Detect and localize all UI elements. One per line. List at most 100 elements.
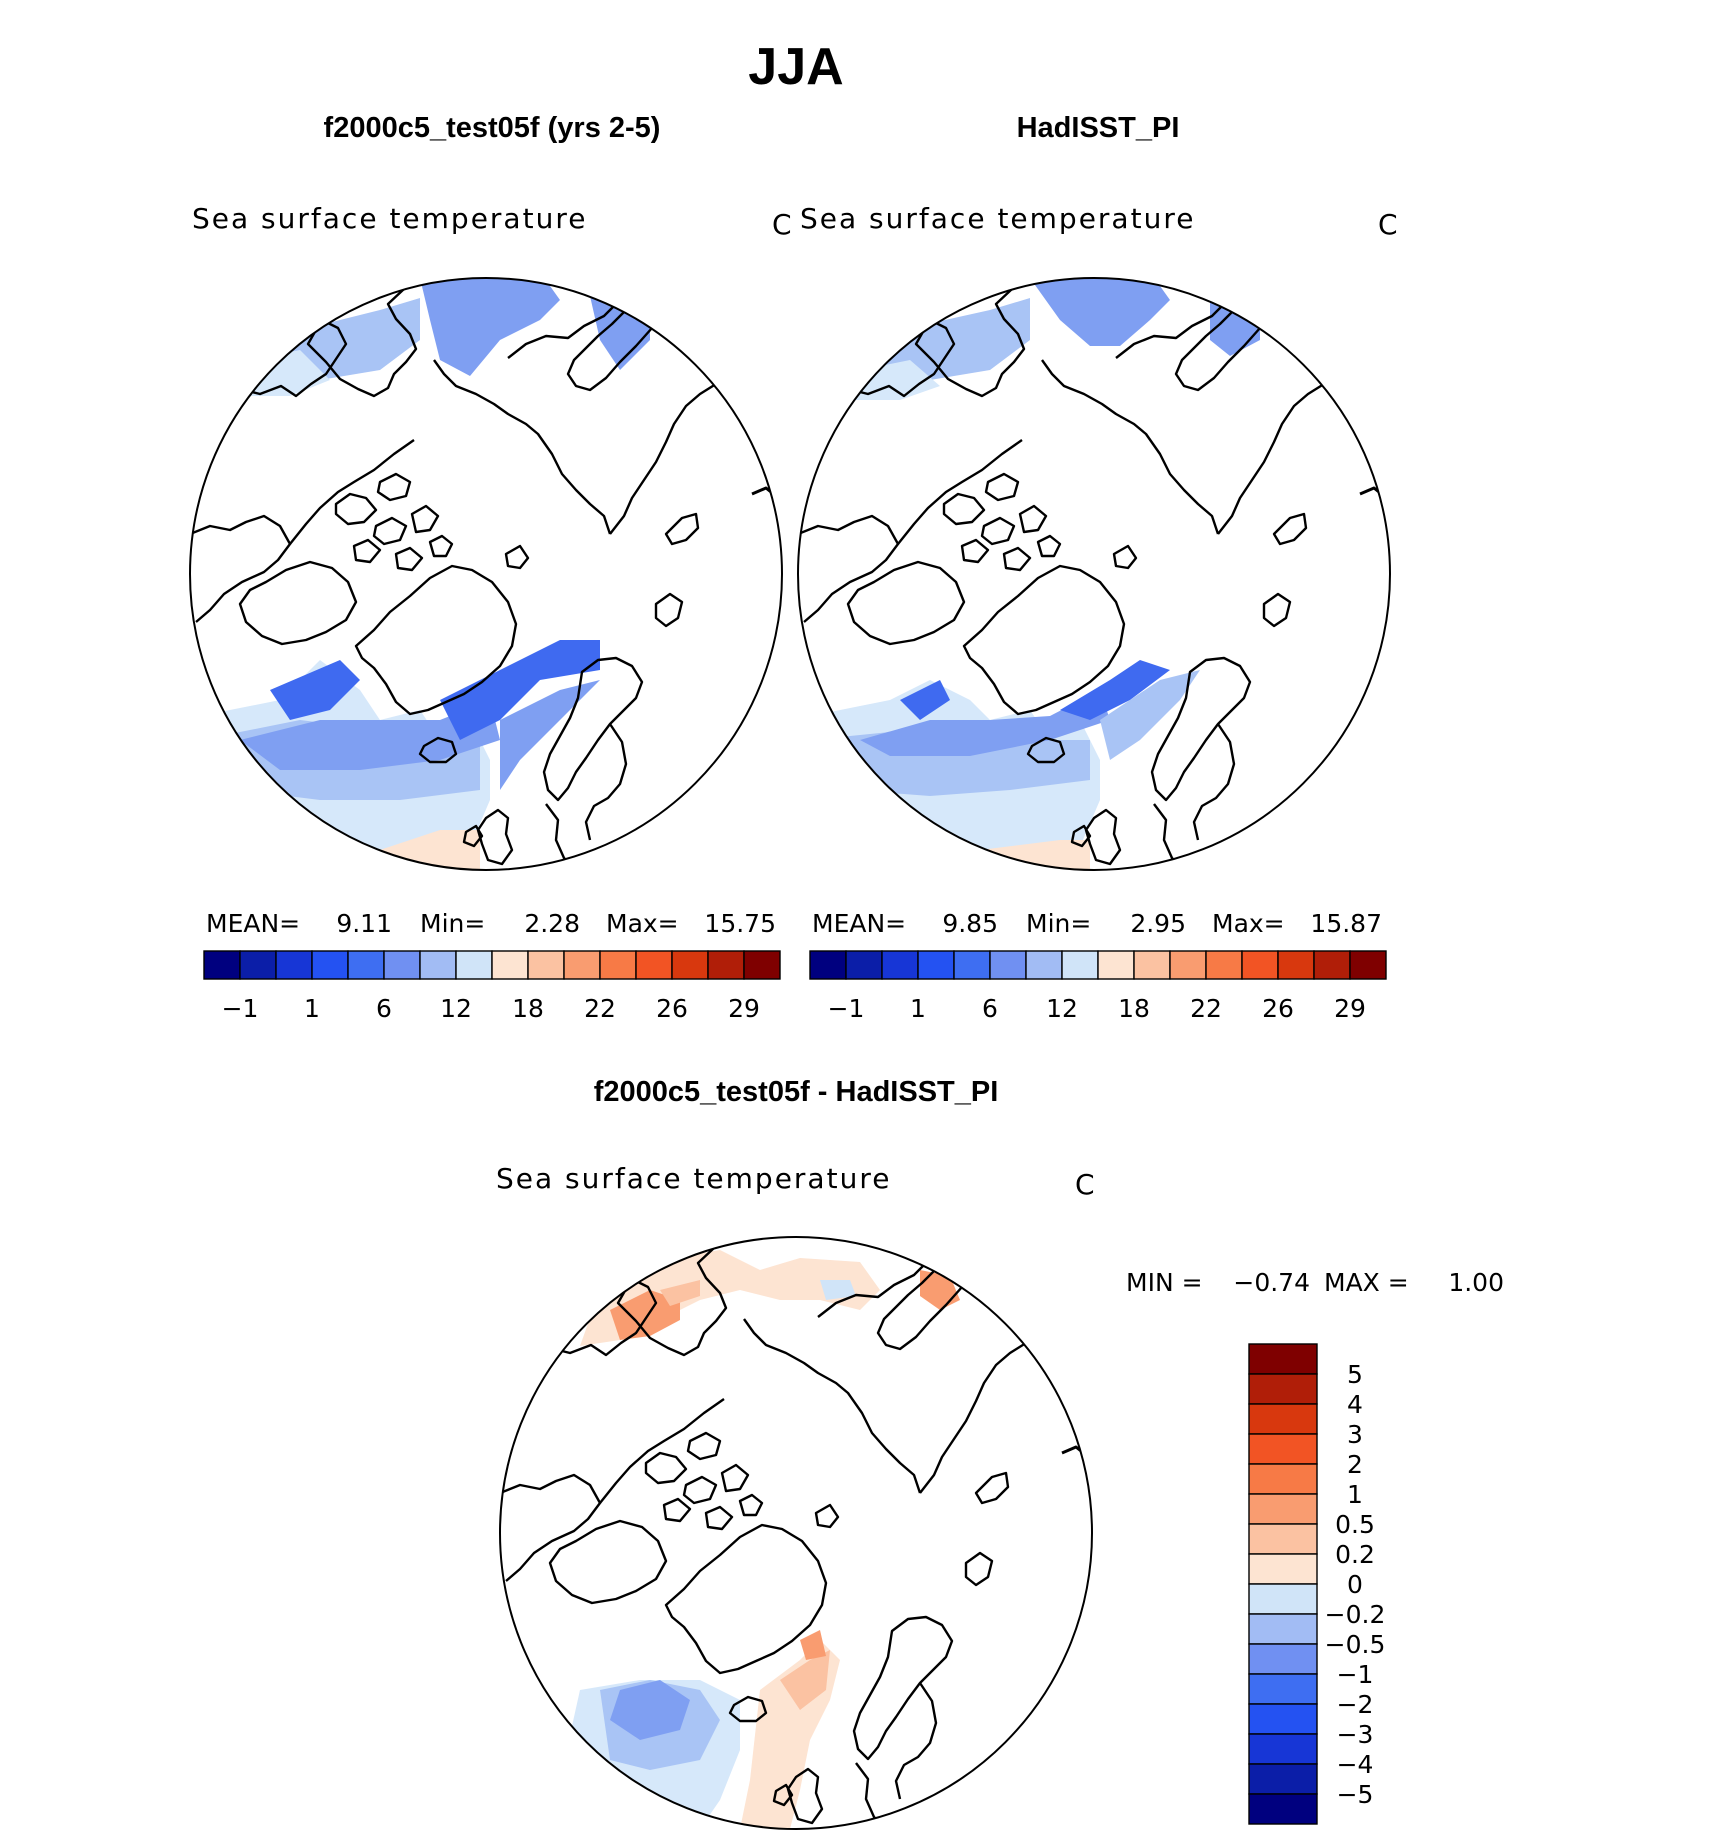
colorbar-swatch — [383, 950, 421, 980]
colorbar-swatch — [419, 950, 457, 980]
colorbar-swatch — [1205, 950, 1243, 980]
colorbar-swatch — [311, 950, 349, 980]
svg-text:1.00: 1.00 — [1448, 1268, 1504, 1297]
colorbar-swatch — [1248, 1643, 1318, 1675]
colorbar-swatch — [1248, 1703, 1318, 1735]
svg-text:9.85: 9.85 — [942, 909, 998, 938]
colorbar-swatch — [599, 950, 637, 980]
colorbar-swatch — [845, 950, 883, 980]
svg-text:−0.74: −0.74 — [1233, 1268, 1310, 1297]
colorbar-swatch — [347, 950, 385, 980]
colorbar-model — [203, 950, 781, 980]
colorbar-tick-label: −0.5 — [1325, 1630, 1386, 1659]
colorbar-swatch — [809, 950, 847, 980]
panel-title-model: f2000c5_test05f (yrs 2-5) — [324, 112, 661, 144]
colorbar-tick-label: 0 — [1347, 1570, 1363, 1599]
colorbar-swatch — [275, 950, 313, 980]
colorbar-swatch — [1248, 1343, 1318, 1375]
colorbar-swatch — [1248, 1793, 1318, 1825]
colorbar-swatch — [1313, 950, 1351, 980]
svg-text:15.75: 15.75 — [704, 909, 776, 938]
colorbar-tick-label: 22 — [1190, 994, 1222, 1023]
colorbar-tick-label: 12 — [1046, 994, 1078, 1023]
svg-text:2.28: 2.28 — [524, 909, 580, 938]
colorbar-tick-label: 22 — [584, 994, 616, 1023]
polar-map-observed — [798, 278, 1390, 870]
colorbar-swatch — [1248, 1583, 1318, 1615]
units-label-observed: C — [1378, 208, 1398, 241]
colorbar-tick-label: 0.2 — [1335, 1540, 1375, 1569]
colorbar-ticks-observed: −1 1 6 12 18 22 26 29 — [828, 994, 1366, 1023]
colorbar-tick-label: −5 — [1337, 1780, 1374, 1809]
colorbar-tick-label: −1 — [222, 994, 259, 1023]
colorbar-swatch — [1241, 950, 1279, 980]
colorbar-tick-label: 6 — [376, 994, 392, 1023]
colorbar-tick-label: 3 — [1347, 1420, 1363, 1449]
colorbar-tick-label: 1 — [910, 994, 926, 1023]
colorbar-swatch — [1097, 950, 1135, 980]
colorbar-tick-label: −3 — [1337, 1720, 1374, 1749]
svg-text:Max=: Max= — [606, 909, 679, 938]
colorbar-swatch — [1248, 1463, 1318, 1495]
colorbar-tick-label: 26 — [656, 994, 688, 1023]
svg-text:MEAN=: MEAN= — [812, 909, 906, 938]
colorbar-swatch — [1248, 1403, 1318, 1435]
colorbar-tick-label: 4 — [1347, 1390, 1363, 1419]
colorbar-swatch — [953, 950, 991, 980]
colorbar-swatch — [707, 950, 745, 980]
colorbar-swatch — [1248, 1373, 1318, 1405]
colorbar-tick-label: 5 — [1347, 1360, 1363, 1389]
panel-difference: f2000c5_test05f - HadISST_PI Sea surface… — [496, 1076, 1504, 1830]
colorbar-swatch — [1025, 950, 1063, 980]
svg-text:Max=: Max= — [1212, 909, 1285, 938]
colorbar-swatch — [671, 950, 709, 980]
colorbar-tick-label: 2 — [1347, 1450, 1363, 1479]
colorbar-swatch — [527, 950, 565, 980]
colorbar-observed — [809, 950, 1387, 980]
colorbar-swatch — [743, 950, 781, 980]
colorbar-swatch — [881, 950, 919, 980]
figure-title: JJA — [748, 38, 843, 96]
colorbar-tick-label: 12 — [440, 994, 472, 1023]
colorbar-swatch — [1277, 950, 1315, 980]
colorbar-swatch — [1248, 1433, 1318, 1465]
colorbar-tick-label: −4 — [1337, 1750, 1374, 1779]
colorbar-difference — [1248, 1343, 1318, 1825]
colorbar-swatch — [635, 950, 673, 980]
colorbar-tick-label: 18 — [512, 994, 544, 1023]
colorbar-swatch — [1248, 1733, 1318, 1765]
colorbar-tick-label: 26 — [1262, 994, 1294, 1023]
units-label-difference: C — [1075, 1168, 1095, 1201]
colorbar-swatch — [1248, 1553, 1318, 1585]
colorbar-tick-label: −1 — [828, 994, 865, 1023]
colorbar-swatch — [989, 950, 1027, 980]
svg-text:Min=: Min= — [1026, 909, 1091, 938]
panel-title-difference: f2000c5_test05f - HadISST_PI — [594, 1076, 999, 1108]
svg-text:MIN =: MIN = — [1126, 1268, 1203, 1297]
panel-observed: HadISST_PI Sea surface temperature C MEA… — [797, 112, 1398, 1023]
variable-label-difference: Sea surface temperature — [496, 1162, 891, 1195]
colorbar-swatch — [1248, 1493, 1318, 1525]
colorbar-swatch — [1248, 1673, 1318, 1705]
colorbar-swatch — [239, 950, 277, 980]
colorbar-tick-label: 1 — [304, 994, 320, 1023]
map-boundary-model — [189, 277, 783, 871]
colorbar-tick-label: 6 — [982, 994, 998, 1023]
colorbar-swatch — [1169, 950, 1207, 980]
colorbar-tick-label: 0.5 — [1335, 1510, 1375, 1539]
colorbar-swatch — [1248, 1763, 1318, 1795]
svg-text:Min=: Min= — [420, 909, 485, 938]
colorbar-tick-label: 29 — [1334, 994, 1366, 1023]
stats-observed: MEAN= 9.85 Min= 2.95 Max= 15.87 — [812, 909, 1382, 938]
panel-title-observed: HadISST_PI — [1017, 112, 1180, 144]
map-boundary-difference — [499, 1236, 1093, 1830]
colorbar-swatch — [1248, 1613, 1318, 1645]
variable-label-model: Sea surface temperature — [192, 202, 587, 235]
colorbar-swatch — [455, 950, 493, 980]
map-boundary-observed — [797, 277, 1391, 871]
polar-map-difference — [500, 1237, 1092, 1829]
colorbar-tick-label: 18 — [1118, 994, 1150, 1023]
colorbar-tick-label: −0.2 — [1325, 1600, 1386, 1629]
svg-text:MAX =: MAX = — [1324, 1268, 1409, 1297]
variable-label-observed: Sea surface temperature — [800, 202, 1195, 235]
